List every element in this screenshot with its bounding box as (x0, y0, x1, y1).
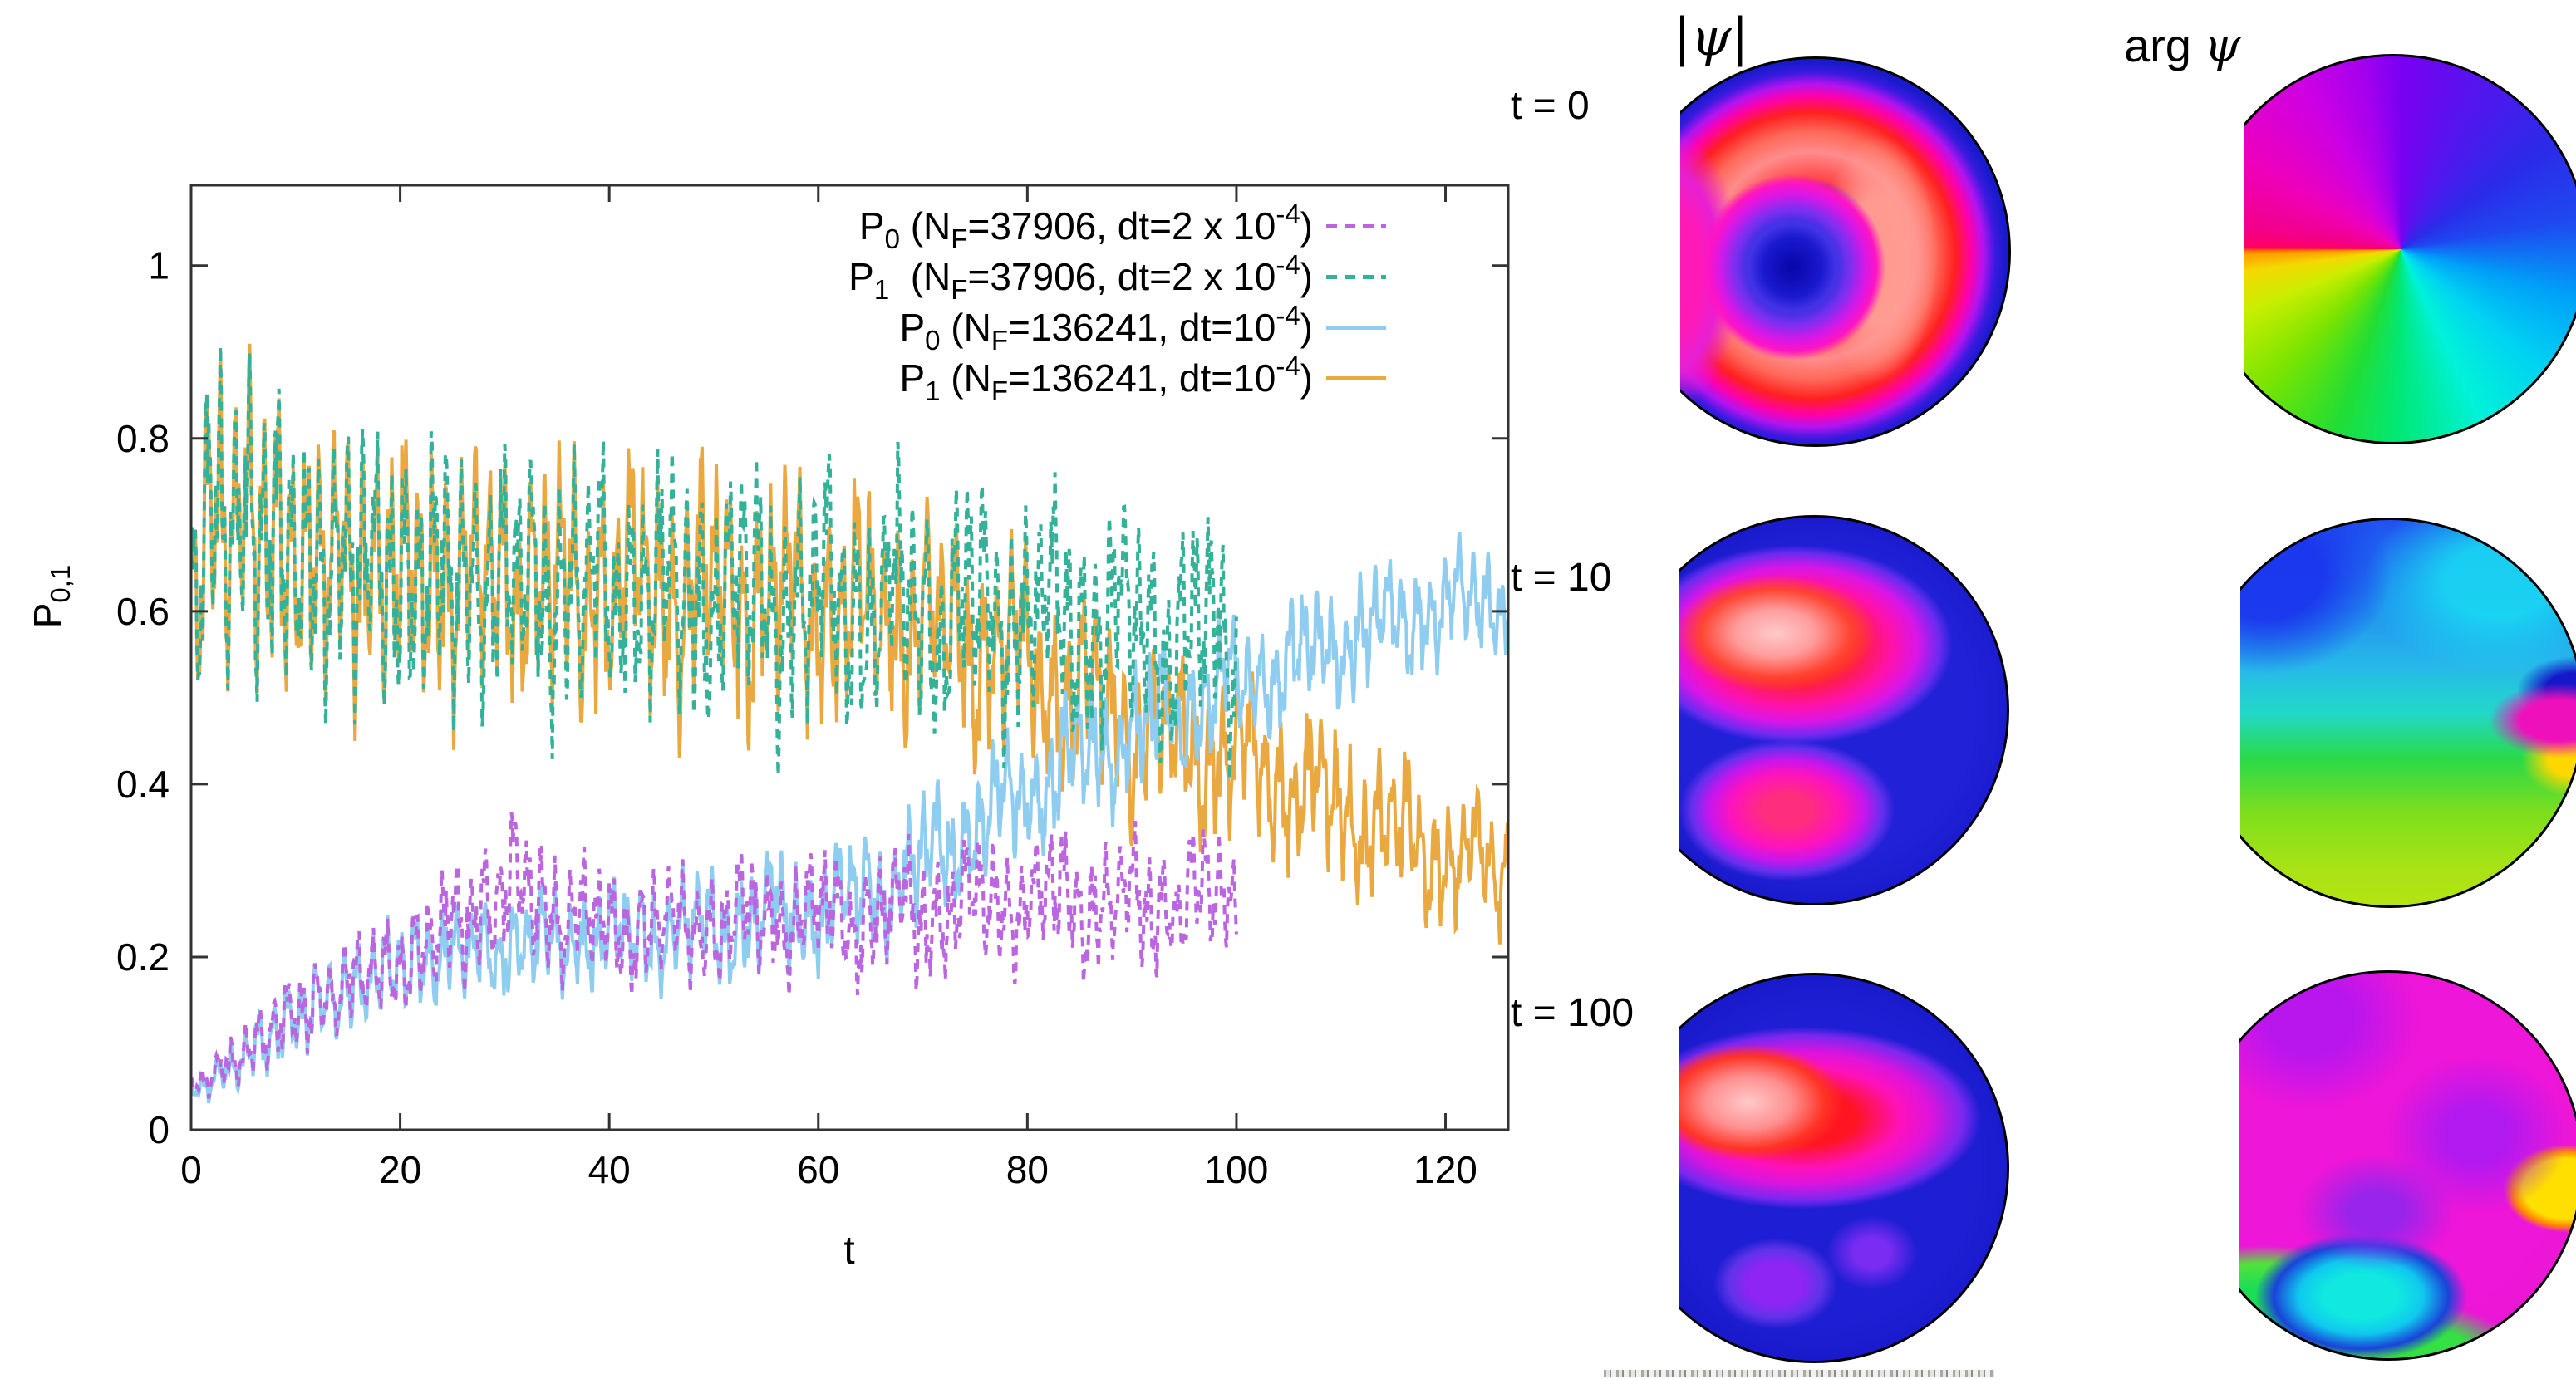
y-tick-label: 0.6 (116, 590, 170, 633)
legend-swatch (1326, 224, 1386, 228)
legend-entry-p1_37906: P1 (NF=37906, dt=2 x 10-4) (848, 249, 1386, 305)
contour-plot-psi-phase-t10 (2240, 518, 2576, 908)
legend-swatch (1326, 326, 1386, 330)
legend-label: P0 (NF=37906, dt=2 x 10-4) (858, 198, 1313, 254)
probability-line-chart: 0 20 40 60 80 100 120 0 0.2 0.4 0.6 0.8 1 (116, 184, 1510, 1191)
contour-plot-psi-magnitude-t10 (1679, 515, 2009, 905)
contour-plot-psi-magnitude-t0 (1680, 56, 2011, 447)
x-tick-label: 0 (180, 1148, 202, 1191)
row-label-t0: t = 0 (1511, 84, 1590, 128)
contour-fill (2240, 520, 2576, 905)
contour-fill (2244, 56, 2576, 442)
axis-border (189, 184, 1510, 1131)
x-tick-label: 100 (1205, 1148, 1269, 1191)
legend-entry-p0_136241: P0 (NF=136241, dt=10-4) (899, 299, 1386, 356)
contour-fill (2239, 973, 2576, 1358)
x-tick-label: 80 (1006, 1148, 1049, 1191)
legend-label: P0 (NF=136241, dt=10-4) (899, 299, 1313, 356)
legend-entry-p1_136241: P1 (NF=136241, dt=10-4) (899, 350, 1386, 406)
psi-phase-column-header: arg ψ (2124, 19, 2241, 73)
y-tick-label: 0.2 (116, 935, 170, 979)
x-tick-label: 120 (1413, 1148, 1477, 1191)
x-axis-label: t (843, 1229, 855, 1273)
legend-label: P1 (NF=136241, dt=10-4) (899, 350, 1313, 406)
curves-group (191, 343, 1508, 1104)
psi-magnitude-column-header: |ψ| (1674, 7, 1749, 67)
series-p0_37906 (191, 812, 1238, 1099)
contour-plot-psi-phase-t100 (2239, 970, 2576, 1361)
contour-fill (1679, 518, 2007, 903)
x-tick-label: 40 (588, 1148, 631, 1191)
series-p1_37906 (191, 346, 1238, 780)
contour-plot-psi-magnitude-t100 (1679, 973, 2009, 1363)
y-tick-label: 0 (148, 1108, 170, 1151)
y-axis-label: P0,1 (26, 564, 76, 629)
contour-fill (1680, 59, 2008, 444)
contour-plot-psi-phase-t0 (2244, 54, 2576, 444)
legend-swatch (1326, 275, 1386, 279)
row-label-t10: t = 10 (1511, 556, 1612, 600)
y-tick-label: 1 (148, 244, 170, 287)
legend-entry-p0_37906: P0 (NF=37906, dt=2 x 10-4) (858, 198, 1386, 254)
legend-label: P1 (NF=37906, dt=2 x 10-4) (848, 248, 1313, 305)
row-label-t100: t = 100 (1511, 991, 1635, 1035)
contour-fill (1679, 975, 2007, 1361)
x-tick-label: 60 (797, 1148, 839, 1191)
y-tick-label: 0.4 (116, 763, 170, 806)
chart-legend: P0 (NF=37906, dt=2 x 10-4) P1 (NF=37906, … (0, 198, 1386, 406)
legend-swatch (1326, 376, 1386, 380)
series-p0_136241 (191, 532, 1508, 1104)
cropped-artifact-strip (1604, 1370, 1994, 1377)
x-tick-label: 20 (379, 1148, 421, 1191)
y-tick-label: 0.8 (116, 417, 170, 460)
